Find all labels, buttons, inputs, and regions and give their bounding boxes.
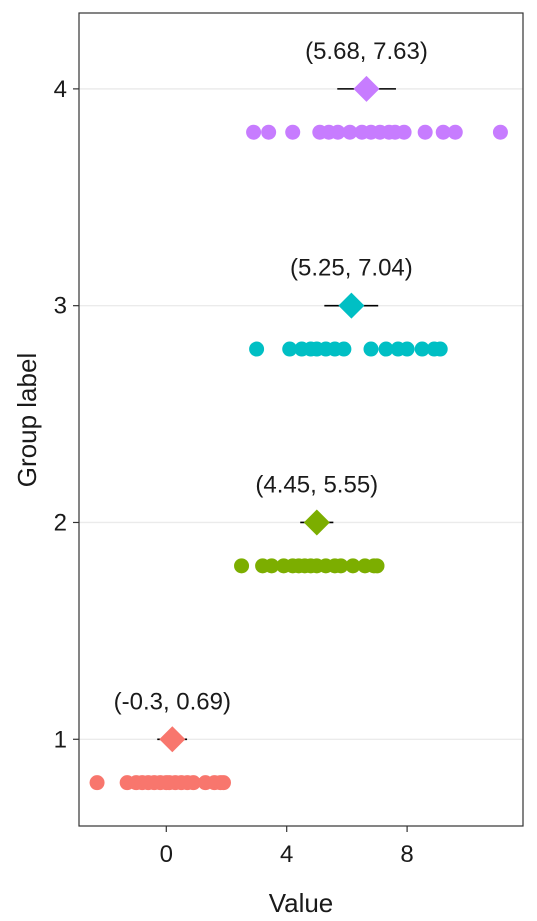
data-point <box>447 124 463 140</box>
x-axis-title: Value <box>269 888 334 918</box>
mean-diamond <box>303 509 330 536</box>
ci-label: (-0.3, 0.69) <box>114 688 231 715</box>
y-axis: 1 2 3 4 <box>54 76 79 753</box>
y-tick-label: 2 <box>54 509 67 536</box>
data-point <box>185 775 201 791</box>
mean-diamond <box>159 726 186 753</box>
data-point <box>249 341 265 357</box>
data-point <box>414 341 430 357</box>
data-point <box>417 124 433 140</box>
data-point <box>435 124 451 140</box>
data-point <box>234 558 250 574</box>
mean-diamond <box>353 75 380 102</box>
data-point <box>399 341 415 357</box>
plot-panel-border <box>78 12 524 827</box>
data-point <box>333 558 349 574</box>
confidence-intervals <box>157 88 396 741</box>
mean-diamond <box>338 292 365 319</box>
data-point <box>246 124 262 140</box>
x-tick-label: 0 <box>160 841 173 868</box>
x-axis: 0 4 8 <box>160 826 414 868</box>
data-point <box>363 341 379 357</box>
y-tick-label: 4 <box>54 76 67 103</box>
data-point <box>89 775 105 791</box>
data-points <box>89 124 508 791</box>
data-point <box>330 124 346 140</box>
data-point <box>285 124 301 140</box>
ci-label: (5.68, 7.63) <box>305 38 428 65</box>
data-point <box>432 341 448 357</box>
x-tick-label: 4 <box>280 841 293 868</box>
y-axis-title: Group label <box>12 353 42 487</box>
ci-label: (5.25, 7.04) <box>290 255 413 282</box>
ci-labels: (-0.3, 0.69) (4.45, 5.55) (5.25, 7.04) (5.6… <box>114 38 428 715</box>
y-tick-label: 3 <box>54 293 67 320</box>
data-point <box>492 124 508 140</box>
data-point <box>345 558 361 574</box>
x-tick-label: 8 <box>400 841 413 868</box>
data-point <box>282 341 298 357</box>
data-point <box>378 341 394 357</box>
data-point <box>261 124 277 140</box>
data-point <box>396 124 412 140</box>
data-point <box>342 124 358 140</box>
ci-label: (4.45, 5.55) <box>255 471 378 498</box>
grid-lines <box>79 88 523 740</box>
data-point <box>336 341 352 357</box>
y-tick-label: 1 <box>54 726 67 753</box>
data-point <box>369 558 385 574</box>
data-point <box>215 775 231 791</box>
data-point <box>264 558 280 574</box>
mean-markers <box>159 75 380 753</box>
